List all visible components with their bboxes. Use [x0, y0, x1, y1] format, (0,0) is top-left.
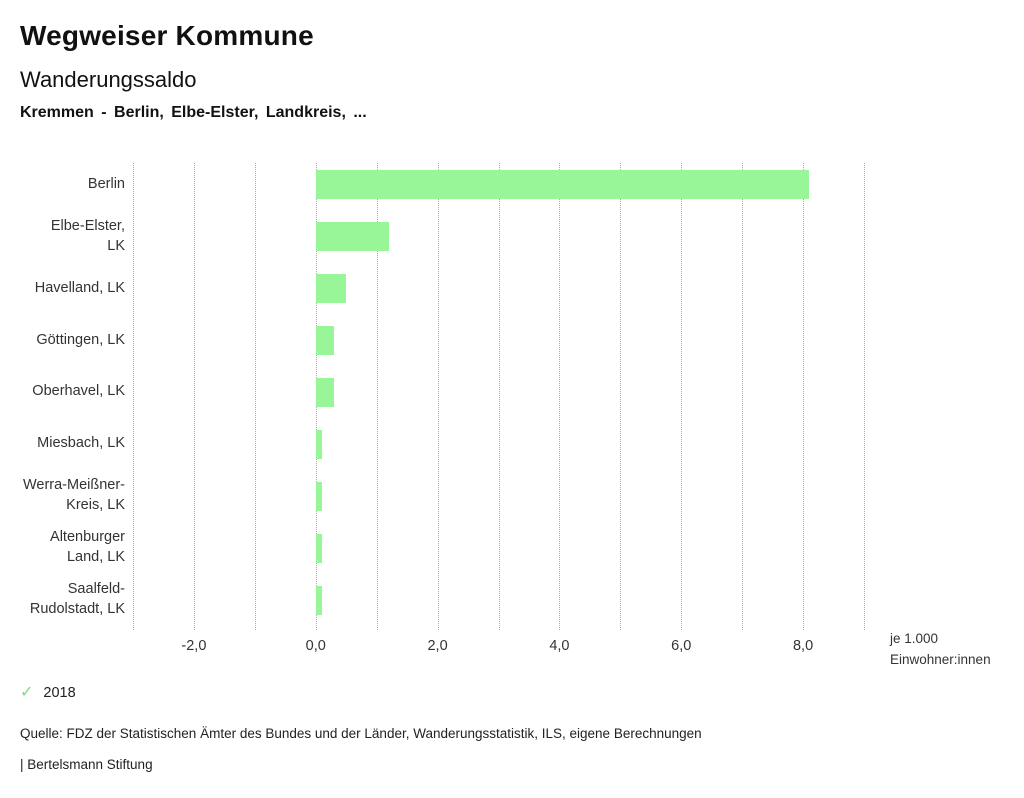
gridline: [498, 163, 500, 630]
legend-item-2018[interactable]: ✓ 2018: [20, 684, 76, 702]
x-tick-label: 8,0: [792, 638, 814, 654]
y-axis-labels: Berlin Elbe-Elster, LK Havelland, LK Götting…: [0, 163, 125, 630]
x-tick-label: -2,0: [181, 638, 207, 654]
bar-havelland-lk[interactable]: [315, 274, 347, 304]
gridline: [559, 163, 561, 630]
category-label-berlin: Berlin: [87, 175, 125, 192]
gridline: [376, 163, 378, 630]
category-label-altenburger-land-lk: Altenburger Land, LK: [50, 529, 125, 566]
category-label-havelland-lk: Havelland, LK: [34, 279, 125, 296]
bar-altenburger-land-lk[interactable]: [315, 533, 322, 563]
gridline: [620, 163, 622, 630]
gridline: [254, 163, 256, 630]
x-axis: -2,0 0,0 2,0 4,0 6,0 8,0: [133, 638, 864, 658]
bar-berlin[interactable]: [315, 170, 810, 200]
gridline: [437, 163, 439, 630]
gridline: [864, 163, 865, 630]
bar-miesbach-lk[interactable]: [315, 429, 322, 459]
x-tick-label: 6,0: [671, 638, 692, 654]
category-label-elbe-elster-lk: Elbe-Elster, LK: [50, 217, 125, 254]
gridline: [803, 163, 805, 630]
brand-note: | Bertelsmann Stiftung: [20, 757, 153, 772]
bar-göttingen-lk[interactable]: [315, 326, 335, 356]
plot-area: [133, 163, 865, 630]
axis-unit-label: je 1.000 Einwohner:innen: [890, 628, 991, 670]
gridline: [742, 163, 744, 630]
gridline: [133, 163, 134, 630]
category-label-göttingen-lk: Göttingen, LK: [36, 331, 125, 348]
bar-elbe-elster-lk[interactable]: [315, 222, 389, 252]
gridline: [193, 163, 195, 630]
legend-item-label: 2018: [43, 685, 76, 701]
source-note: Quelle: FDZ der Statistischen Ämter des …: [20, 726, 702, 741]
legend: ✓ 2018: [20, 684, 76, 702]
category-label-werra-meißner-kreis-lk: Werra-Meißner- Kreis, LK: [22, 477, 125, 514]
x-tick-label: 0,0: [305, 638, 326, 654]
category-label-miesbach-lk: Miesbach, LK: [37, 435, 125, 452]
category-label-saalfeld-rudolstadt-lk: Saalfeld- Rudolstadt, LK: [29, 581, 125, 618]
axis-unit-line-1: je 1.000: [890, 631, 939, 646]
bar-werra-meißner-kreis-lk[interactable]: [315, 481, 322, 511]
chart-selection-subtitle: Kremmen - Berlin, Elbe-Elster, Landkreis…: [20, 104, 367, 121]
x-tick-label: 4,0: [549, 638, 570, 654]
bar-oberhavel-lk[interactable]: [315, 378, 335, 407]
page-title: Wegweiser Kommune: [20, 20, 314, 51]
gridline: [681, 163, 683, 630]
axis-unit-line-2: Einwohner:innen: [890, 652, 991, 667]
chart-title: Wanderungssaldo: [20, 67, 197, 92]
x-tick-label: 2,0: [427, 638, 448, 654]
checkmark-icon: ✓: [20, 684, 34, 701]
bar-saalfeld-rudolstadt-lk[interactable]: [315, 585, 322, 615]
category-label-oberhavel-lk: Oberhavel, LK: [32, 383, 125, 400]
